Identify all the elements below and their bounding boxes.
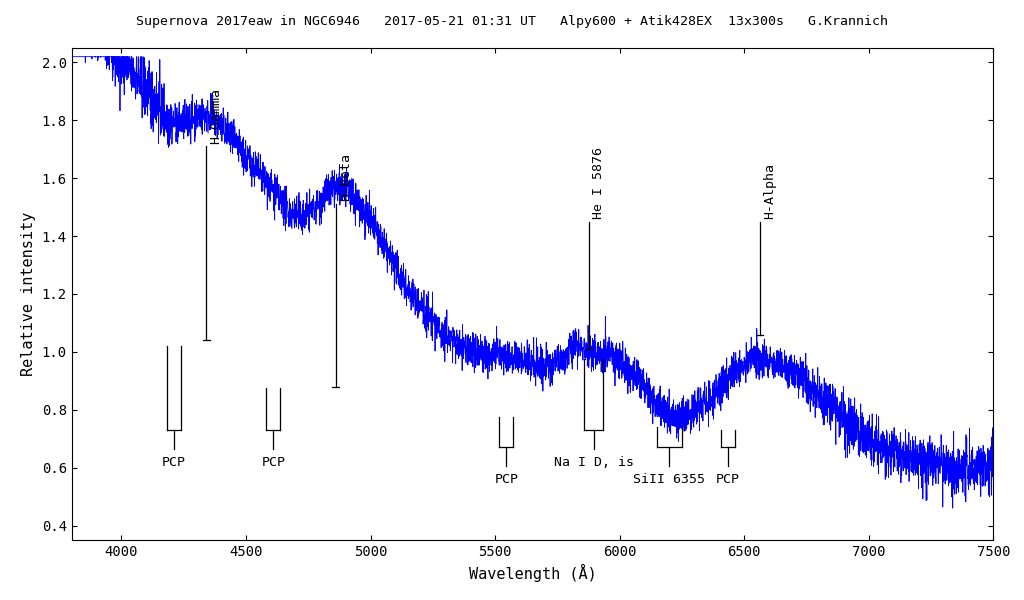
- Text: PCP: PCP: [495, 473, 518, 487]
- Text: H-Alpha: H-Alpha: [763, 163, 775, 219]
- Text: PCP: PCP: [261, 456, 286, 469]
- Text: H-Beta: H-Beta: [339, 154, 351, 202]
- Text: PCP: PCP: [162, 456, 185, 469]
- Text: SiII 6355: SiII 6355: [634, 473, 706, 487]
- Text: He I 5876: He I 5876: [592, 147, 604, 219]
- Y-axis label: Relative intensity: Relative intensity: [22, 212, 36, 376]
- Text: PCP: PCP: [716, 473, 740, 487]
- X-axis label: Wavelength (Å): Wavelength (Å): [469, 565, 596, 583]
- Text: Na I D, is: Na I D, is: [554, 456, 634, 469]
- Text: Supernova 2017eaw in NGC6946   2017-05-21 01:31 UT   Alpy600 + Atik428EX  13x300: Supernova 2017eaw in NGC6946 2017-05-21 …: [136, 15, 888, 28]
- Text: H-Gamma: H-Gamma: [209, 88, 222, 143]
